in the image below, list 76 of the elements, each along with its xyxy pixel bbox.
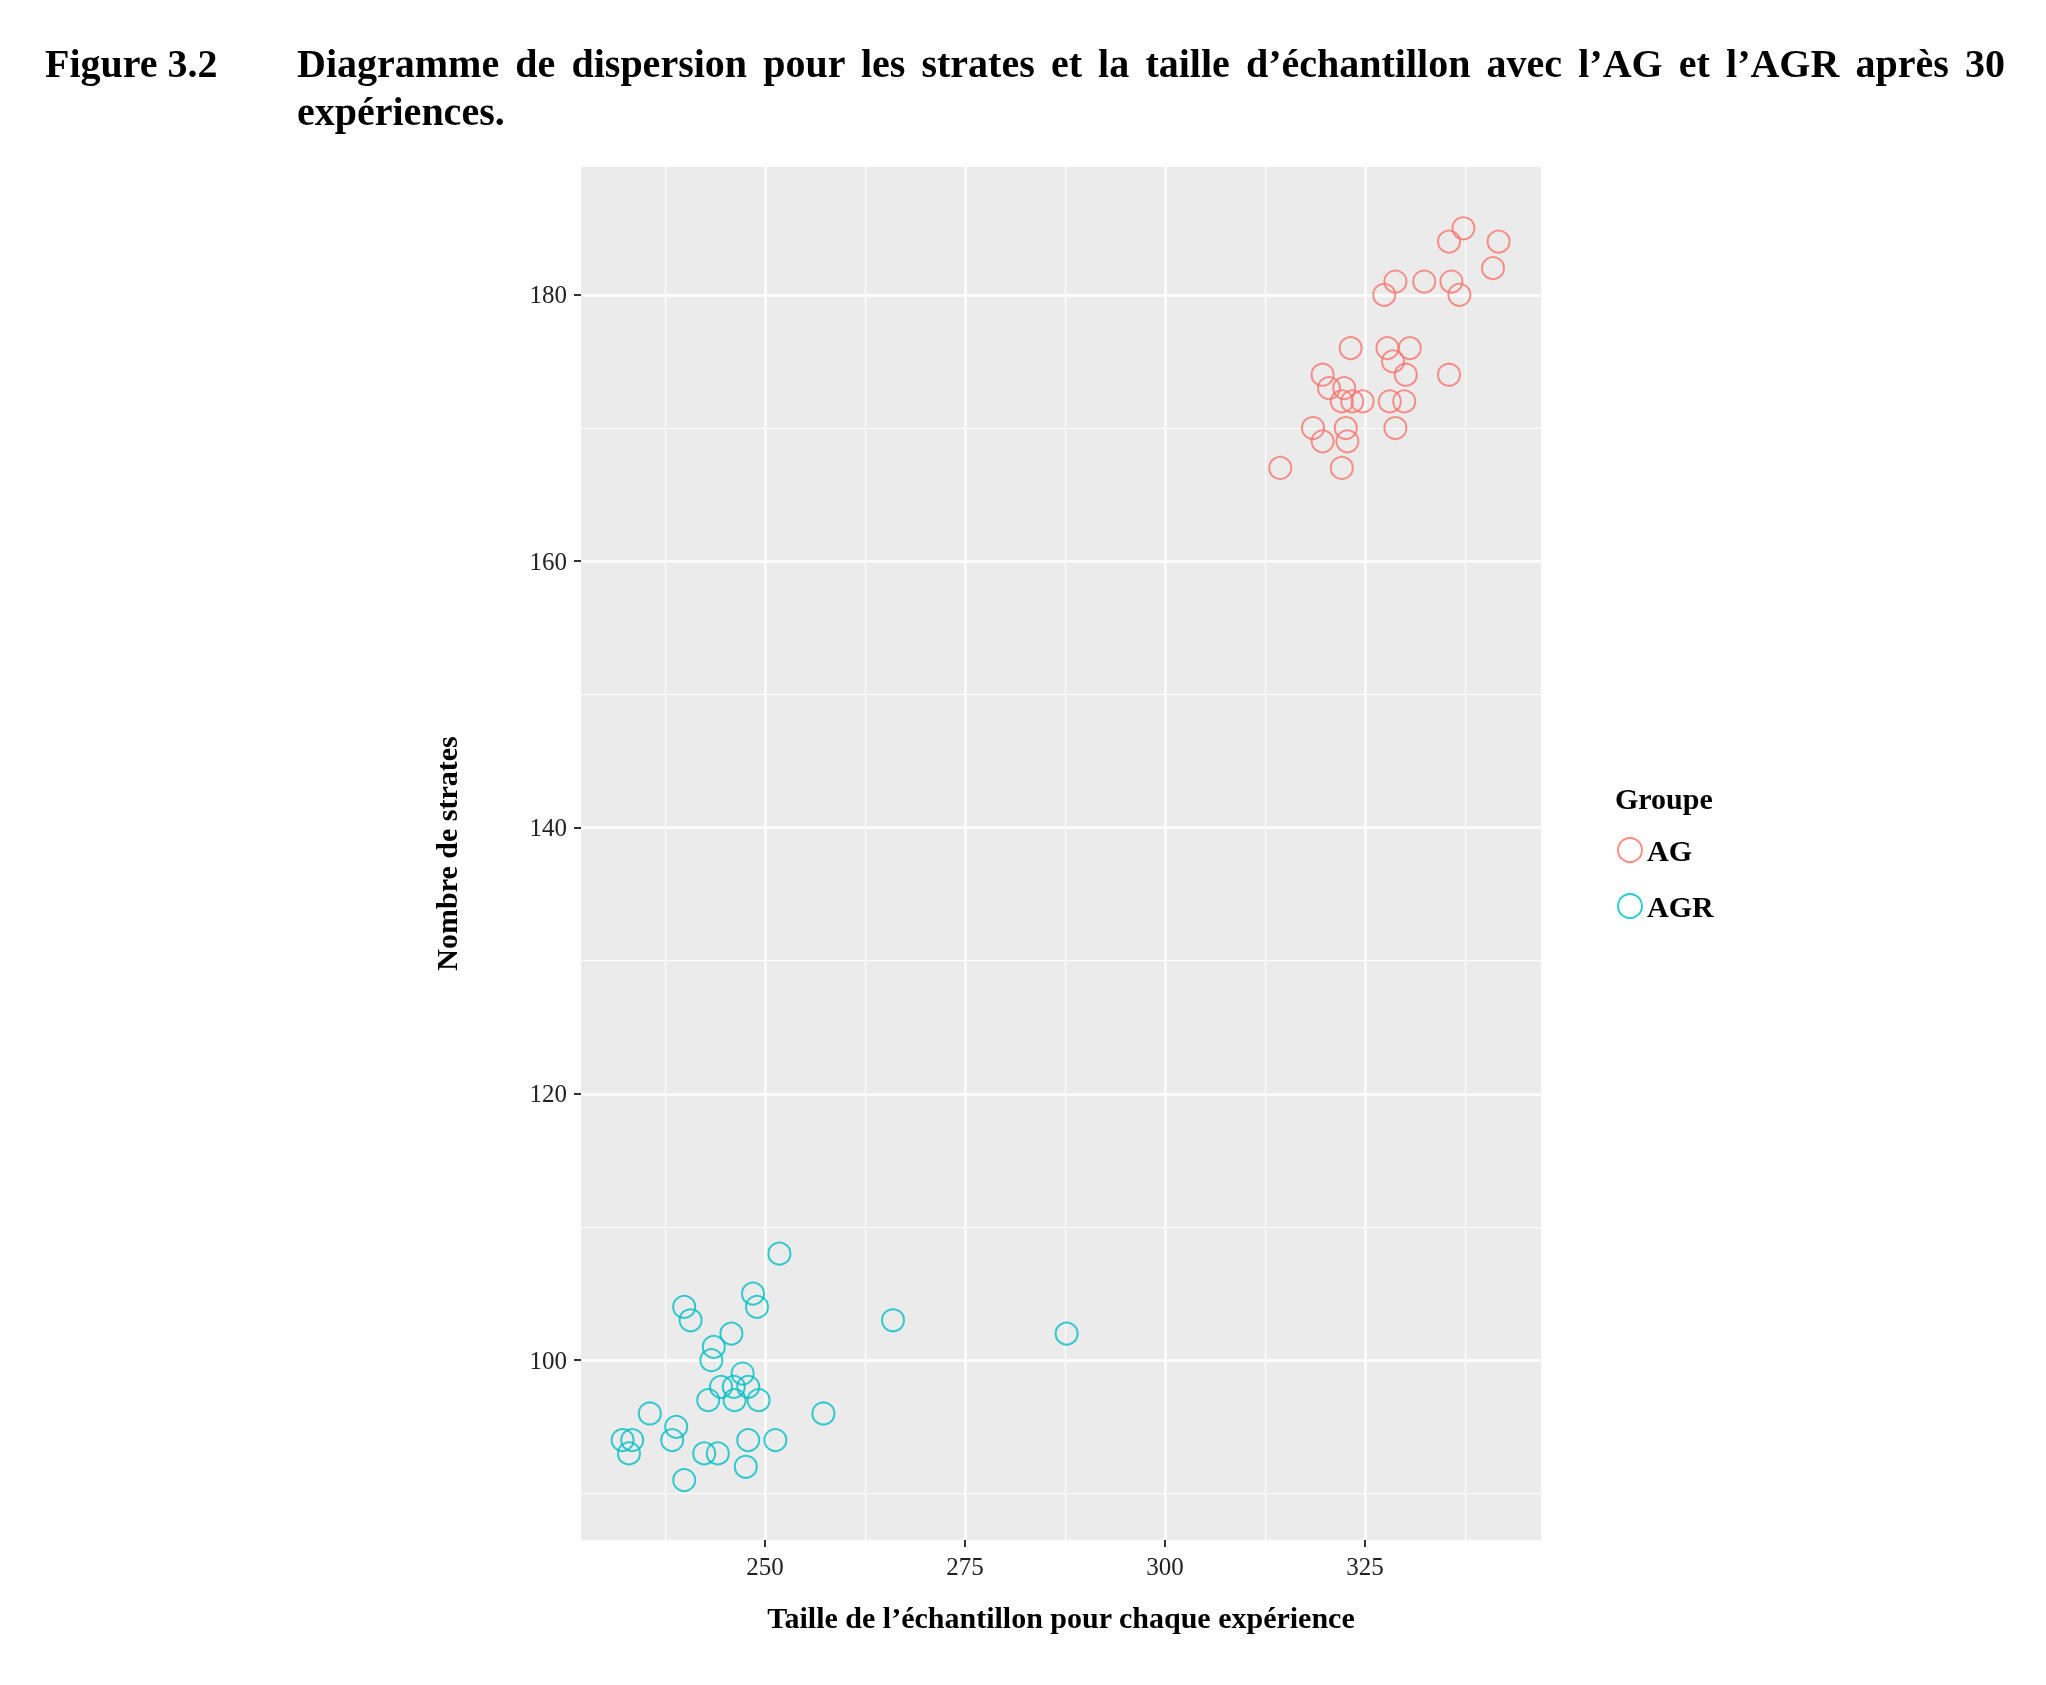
point: [721, 1374, 746, 1399]
legend-label: AG: [1647, 833, 1692, 867]
point: [1310, 429, 1335, 454]
point: [1451, 216, 1476, 241]
text: Figure 3.2: [45, 40, 219, 88]
point: [1329, 389, 1354, 414]
point: [1340, 389, 1365, 414]
point: [1397, 336, 1422, 361]
x-tick-label: 300: [1146, 1553, 1184, 1580]
point: [736, 1374, 761, 1399]
chart-subtitle: Diagramme de dispersion pour les strates et la taille d’échantillon avec l’AG et l’AGR après 30 expériences.: [297, 40, 2005, 136]
point: [733, 1454, 758, 1479]
point: [1054, 1321, 1079, 1346]
point: [1481, 256, 1505, 281]
point: [730, 1361, 755, 1386]
point: [617, 1441, 641, 1466]
point: [763, 1428, 788, 1453]
point: [672, 1468, 697, 1493]
point: [1332, 376, 1357, 401]
point: [722, 1388, 747, 1413]
point: [1447, 282, 1472, 307]
point: [745, 1294, 769, 1319]
point: [1437, 362, 1461, 387]
point: [1317, 376, 1341, 401]
point: [811, 1401, 836, 1426]
x-tick-label: 250: [746, 1553, 784, 1580]
y-tick-label: 120: [529, 1080, 567, 1108]
y-tick-label: 160: [529, 547, 567, 575]
point: [746, 1388, 771, 1413]
point: [1333, 416, 1358, 441]
point: [1437, 229, 1461, 254]
point: [1268, 455, 1293, 480]
point: [696, 1388, 721, 1413]
point: [692, 1441, 717, 1466]
x-tick-label: 325: [1346, 1553, 1384, 1580]
point: [1392, 389, 1417, 414]
point: [637, 1401, 662, 1426]
y-axis-title: Nombre de strates: [429, 736, 463, 971]
y-tick-label: 180: [529, 281, 567, 309]
point: [1381, 349, 1405, 374]
point: [767, 1241, 792, 1266]
point: [736, 1428, 761, 1453]
point: [1375, 336, 1400, 361]
point: [660, 1428, 685, 1453]
point: [1486, 229, 1511, 254]
point: [1377, 389, 1402, 414]
point: [709, 1374, 733, 1399]
point: [678, 1308, 703, 1333]
x-tick-label: 275: [946, 1553, 984, 1580]
point: [1383, 416, 1408, 441]
point: [741, 1281, 765, 1306]
point: [701, 1334, 726, 1359]
point: [672, 1294, 697, 1319]
point: [664, 1414, 689, 1439]
y-tick-label: 140: [529, 814, 567, 842]
point: [1329, 455, 1354, 480]
point: [1383, 269, 1408, 294]
point: [610, 1428, 635, 1453]
point: [1335, 429, 1360, 454]
legend-label: AGR: [1647, 889, 1714, 923]
point: [1412, 269, 1437, 294]
point: [705, 1441, 730, 1466]
y-tick-label: 100: [529, 1346, 567, 1374]
legend-title: Groupe: [1615, 781, 1713, 815]
point: [719, 1321, 744, 1346]
point: [620, 1428, 645, 1453]
point: [1350, 389, 1375, 414]
point: [1301, 416, 1325, 441]
point: [1439, 269, 1464, 294]
x-axis-title: Taille de l’échantillon pour chaque expérience: [767, 1600, 1355, 1634]
point: [881, 1308, 905, 1333]
point: [1393, 362, 1418, 387]
point: [699, 1348, 724, 1373]
point: [1338, 336, 1363, 361]
point: [1372, 282, 1397, 307]
point: [1310, 362, 1335, 387]
